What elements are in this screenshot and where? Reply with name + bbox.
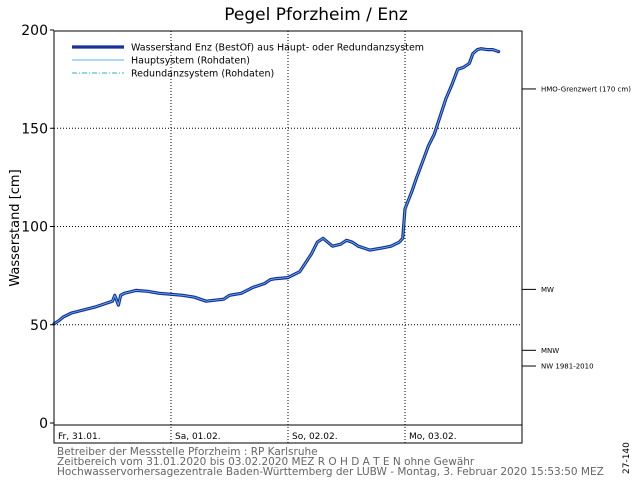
x-day-label: Fr, 31.01. — [58, 432, 101, 442]
y-tick-label: 200 — [21, 23, 48, 39]
y-axis-label: Wasserstand [cm] — [8, 169, 23, 286]
footer-time-range: Zeitbereich vom 31.01.2020 bis 03.02.202… — [57, 456, 475, 468]
legend-label: Redundanzsystem (Rohdaten) — [131, 69, 274, 80]
y-axis-ticks: 0 50 100 150 200 — [21, 23, 54, 432]
y-tick-label: 50 — [30, 318, 48, 334]
legend: Wasserstand Enz (BestOf) aus Haupt- oder… — [72, 43, 424, 80]
reference-label: HMO-Grenzwert (170 cm) — [541, 85, 631, 93]
legend-label: Wasserstand Enz (BestOf) aus Haupt- oder… — [131, 43, 424, 54]
series-lines — [52, 47, 501, 326]
reference-label: MNW — [541, 347, 559, 355]
x-day-label: Sa, 01.02. — [175, 432, 221, 442]
gridlines — [54, 31, 522, 443]
reference-label: MW — [541, 286, 554, 294]
y-tick-label: 150 — [21, 121, 48, 137]
footer-operator: Betreiber der Messstelle Pforzheim : RP … — [57, 446, 318, 458]
chart-title: Pegel Pforzheim / Enz — [224, 5, 408, 25]
series-line-hauptsystem — [53, 48, 499, 325]
reference-levels: HMO-Grenzwert (170 cm) MW MNW NW 1981-2010 — [522, 85, 631, 371]
legend-label: Hauptsystem (Rohdaten) — [131, 56, 250, 67]
side-code: 27-140 — [622, 442, 632, 474]
footer-issuer: Hochwasservorhersagezentrale Baden-Württ… — [57, 466, 604, 478]
plot-frame — [53, 30, 523, 444]
reference-label: NW 1981-2010 — [541, 363, 594, 371]
x-day-label: So, 02.02. — [292, 432, 338, 442]
x-axis-day-labels: Fr, 31.01. Sa, 01.02. So, 02.02. Mo, 03.02. — [58, 432, 457, 442]
y-tick-label: 0 — [39, 416, 48, 432]
y-tick-label: 100 — [21, 220, 48, 236]
x-day-label: Mo, 03.02. — [409, 432, 457, 442]
